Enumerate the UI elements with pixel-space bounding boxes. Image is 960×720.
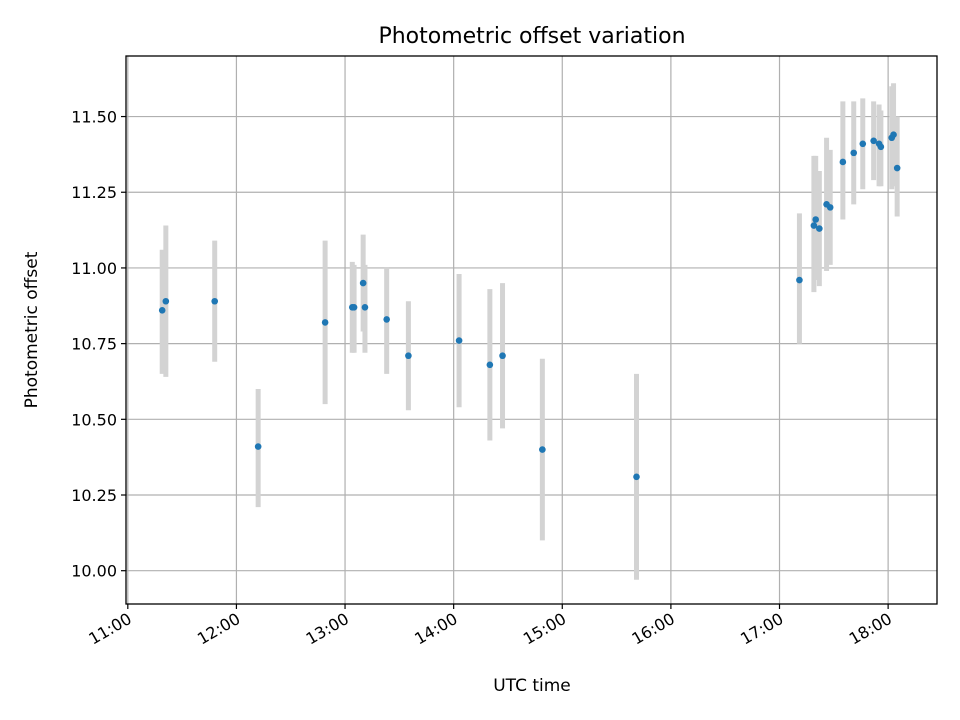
data-point xyxy=(810,222,818,229)
y-tick-label: 11.50 xyxy=(71,108,117,127)
x-axis-label: UTC time xyxy=(493,676,571,696)
data-point xyxy=(162,297,170,305)
y-axis-label: Photometric offset xyxy=(22,251,42,408)
chart-title: Photometric offset variation xyxy=(378,24,685,49)
data-point xyxy=(321,319,329,326)
data-point xyxy=(383,316,390,323)
data-point xyxy=(405,352,412,360)
data-point xyxy=(455,337,463,344)
data-point xyxy=(850,149,858,157)
data-point xyxy=(350,303,358,311)
y-tick-label: 10.00 xyxy=(71,562,117,581)
data-point xyxy=(796,276,803,284)
data-point xyxy=(890,131,897,139)
data-point xyxy=(859,140,867,148)
data-point xyxy=(211,297,219,305)
y-tick-label: 10.50 xyxy=(71,410,117,429)
data-point xyxy=(870,137,877,145)
data-point xyxy=(499,352,506,360)
y-tick-label: 10.75 xyxy=(71,335,117,354)
plot-frame xyxy=(125,55,938,605)
y-tick-label: 11.00 xyxy=(71,259,117,278)
data-point xyxy=(816,225,823,232)
y-tick-label: 11.25 xyxy=(71,183,117,202)
data-point xyxy=(633,473,640,481)
data-point xyxy=(539,446,546,453)
y-tick-label: 10.25 xyxy=(71,486,117,505)
data-point xyxy=(361,303,369,311)
data-point xyxy=(254,443,262,450)
data-point xyxy=(812,216,820,223)
data-point xyxy=(359,279,367,287)
data-point xyxy=(839,158,847,166)
data-point xyxy=(826,204,834,211)
data-point xyxy=(158,307,166,314)
data-point xyxy=(486,361,494,369)
data-point xyxy=(877,143,885,151)
data-point-layer xyxy=(158,131,901,481)
data-point xyxy=(893,164,901,172)
